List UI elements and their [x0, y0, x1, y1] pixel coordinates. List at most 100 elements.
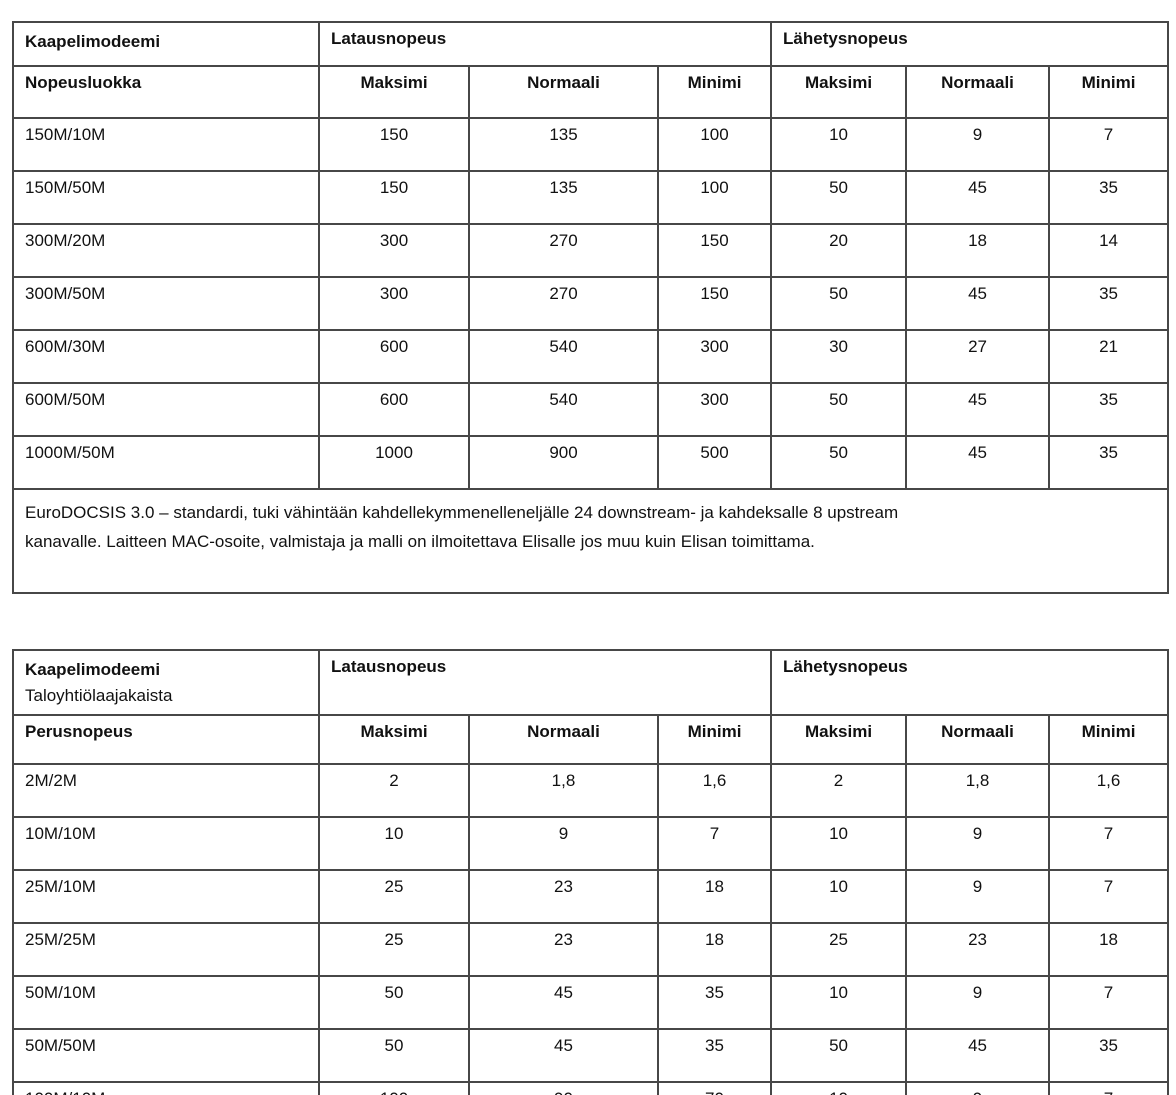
value-cell: 9	[905, 1081, 1051, 1095]
column-header: Normaali	[468, 65, 659, 119]
value-cell: 50	[770, 170, 908, 225]
value-cell: 10	[318, 816, 470, 871]
download-speed-header: Latausnopeus	[317, 21, 773, 67]
value-cell: 50	[318, 1028, 470, 1083]
value-cell: 35	[656, 1028, 773, 1083]
value-cell: 10	[770, 1081, 908, 1095]
column-header: Normaali	[905, 714, 1051, 765]
value-cell: 270	[468, 223, 659, 278]
value-cell: 600	[318, 329, 470, 384]
column-header: Maksimi	[770, 714, 908, 765]
value-cell: 23	[468, 922, 659, 977]
value-cell: 35	[1048, 435, 1170, 490]
upload-speed-header: Lähetysnopeus	[770, 649, 1170, 716]
row-label: 10M/10M	[12, 816, 320, 871]
value-cell: 300	[318, 223, 470, 278]
value-cell: 35	[1048, 170, 1170, 225]
table-header: Kaapelimodeemi Latausnopeus Lähetysnopeu…	[12, 21, 1170, 119]
speed-class-header: Nopeusluokka	[12, 65, 320, 119]
value-cell: 9	[905, 869, 1051, 924]
value-cell: 7	[656, 816, 773, 871]
value-cell: 600	[318, 382, 470, 437]
value-cell: 300	[656, 382, 773, 437]
row-label: 100M/10M	[12, 1081, 320, 1095]
row-label: 150M/50M	[12, 170, 320, 225]
table-row: 50M/10M 50 45 35 10 9 7	[12, 975, 1170, 1030]
column-header: Normaali	[905, 65, 1051, 119]
value-cell: 23	[468, 869, 659, 924]
download-speed-header: Latausnopeus	[317, 649, 773, 716]
table-body: 2M/2M 2 1,8 1,6 2 1,8 1,6 10M/10M 10 9 7 10 9 7 25M/10…	[12, 763, 1170, 1095]
table-row: 150M/10M 150 135 100 10 9 7	[12, 117, 1170, 172]
value-cell: 1,8	[905, 763, 1051, 818]
row-label: 150M/10M	[12, 117, 320, 172]
value-cell: 150	[318, 117, 470, 172]
cable-modem-speed-table: Kaapelimodeemi Latausnopeus Lähetysnopeu…	[11, 21, 1170, 594]
value-cell: 7	[1048, 975, 1170, 1030]
value-cell: 14	[1048, 223, 1170, 278]
table-row: 300M/50M 300 270 150 50 45 35	[12, 276, 1170, 331]
value-cell: 35	[656, 975, 773, 1030]
base-speed-header: Perusnopeus	[12, 714, 320, 765]
row-label: 25M/10M	[12, 869, 320, 924]
value-cell: 50	[770, 382, 908, 437]
value-cell: 540	[468, 382, 659, 437]
value-cell: 45	[468, 1028, 659, 1083]
footnote-text: kanavalle. Laitteen MAC-osoite, valmista…	[25, 532, 815, 551]
value-cell: 45	[905, 1028, 1051, 1083]
value-cell: 100	[318, 1081, 470, 1095]
value-cell: 150	[318, 170, 470, 225]
value-cell: 7	[1048, 816, 1170, 871]
value-cell: 135	[468, 170, 659, 225]
table-body: 150M/10M 150 135 100 10 9 7 150M/50M 150 135 100 50…	[12, 117, 1170, 490]
table-title-cell: Kaapelimodeemi Taloyhtiölaajakaista	[12, 649, 320, 716]
row-label: 50M/50M	[12, 1028, 320, 1083]
value-cell: 10	[770, 816, 908, 871]
value-cell: 540	[468, 329, 659, 384]
value-cell: 45	[905, 435, 1051, 490]
column-header: Minimi	[656, 714, 773, 765]
value-cell: 10	[770, 975, 908, 1030]
group-header-row: Kaapelimodeemi Taloyhtiölaajakaista Lata…	[12, 649, 1170, 716]
row-label: 1000M/50M	[12, 435, 320, 490]
row-label: 600M/50M	[12, 382, 320, 437]
table-row: 2M/2M 2 1,8 1,6 2 1,8 1,6	[12, 763, 1170, 818]
value-cell: 135	[468, 117, 659, 172]
value-cell: 500	[656, 435, 773, 490]
column-header: Minimi	[656, 65, 773, 119]
value-cell: 50	[318, 975, 470, 1030]
housing-company-broadband-speed-table: Kaapelimodeemi Taloyhtiölaajakaista Lata…	[12, 649, 1170, 1095]
value-cell: 2	[318, 763, 470, 818]
group-header-row: Kaapelimodeemi Latausnopeus Lähetysnopeu…	[12, 21, 1170, 67]
value-cell: 21	[1048, 329, 1170, 384]
value-cell: 25	[318, 922, 470, 977]
value-cell: 2	[770, 763, 908, 818]
value-cell: 1000	[318, 435, 470, 490]
value-cell: 9	[905, 117, 1051, 172]
value-cell: 27	[905, 329, 1051, 384]
value-cell: 18	[656, 922, 773, 977]
row-label: 25M/25M	[12, 922, 320, 977]
value-cell: 7	[1048, 1081, 1170, 1095]
sub-header-row: Perusnopeus Maksimi Normaali Minimi Maks…	[12, 714, 1170, 765]
row-label: 50M/10M	[12, 975, 320, 1030]
table-title: Kaapelimodeemi	[25, 660, 161, 679]
value-cell: 90	[468, 1081, 659, 1095]
column-header: Maksimi	[318, 714, 470, 765]
column-header: Minimi	[1048, 714, 1170, 765]
table-row: 600M/30M 600 540 300 30 27 21	[12, 329, 1170, 384]
table-row: 600M/50M 600 540 300 50 45 35	[12, 382, 1170, 437]
footnote-row: EuroDOCSIS 3.0 – standardi, tuki vähintä…	[11, 488, 1170, 594]
value-cell: 10	[770, 117, 908, 172]
value-cell: 900	[468, 435, 659, 490]
column-header: Minimi	[1048, 65, 1170, 119]
upload-speed-header: Lähetysnopeus	[770, 21, 1170, 67]
value-cell: 9	[468, 816, 659, 871]
value-cell: 150	[656, 276, 773, 331]
value-cell: 35	[1048, 1028, 1170, 1083]
value-cell: 20	[770, 223, 908, 278]
column-header: Normaali	[468, 714, 659, 765]
value-cell: 50	[770, 276, 908, 331]
table-row: 1000M/50M 1000 900 500 50 45 35	[12, 435, 1170, 490]
